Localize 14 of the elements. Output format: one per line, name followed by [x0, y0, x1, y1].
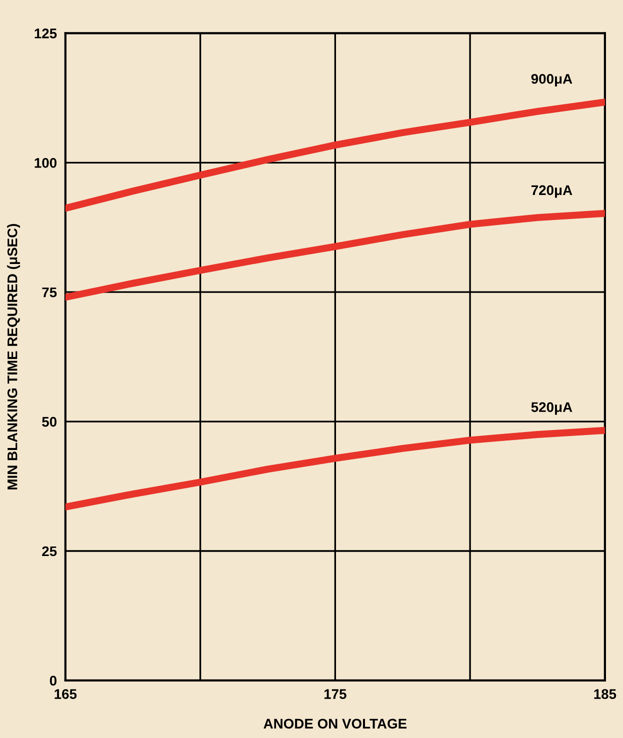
series-label: 720μA — [531, 185, 572, 198]
y-tick-label: 100 — [34, 158, 57, 168]
y-tick-label: 25 — [42, 546, 57, 556]
x-tick-label: 165 — [54, 689, 77, 699]
series-label: 900μA — [531, 74, 572, 86]
x-axis-title: ANODE ON VOLTAGE — [264, 718, 407, 729]
y-tick-label: 50 — [42, 416, 57, 427]
x-tick-label: 175 — [324, 689, 346, 699]
y-tick-label: 75 — [42, 288, 57, 298]
x-tick-label: 185 — [594, 689, 616, 699]
y-axis-title: MIN BLANKING TIME REQUIRED (μSEC) — [7, 224, 20, 490]
y-tick-label: 0 — [50, 676, 57, 686]
y-tick-label: 125 — [34, 28, 57, 38]
series-label: 520μA — [531, 402, 572, 415]
